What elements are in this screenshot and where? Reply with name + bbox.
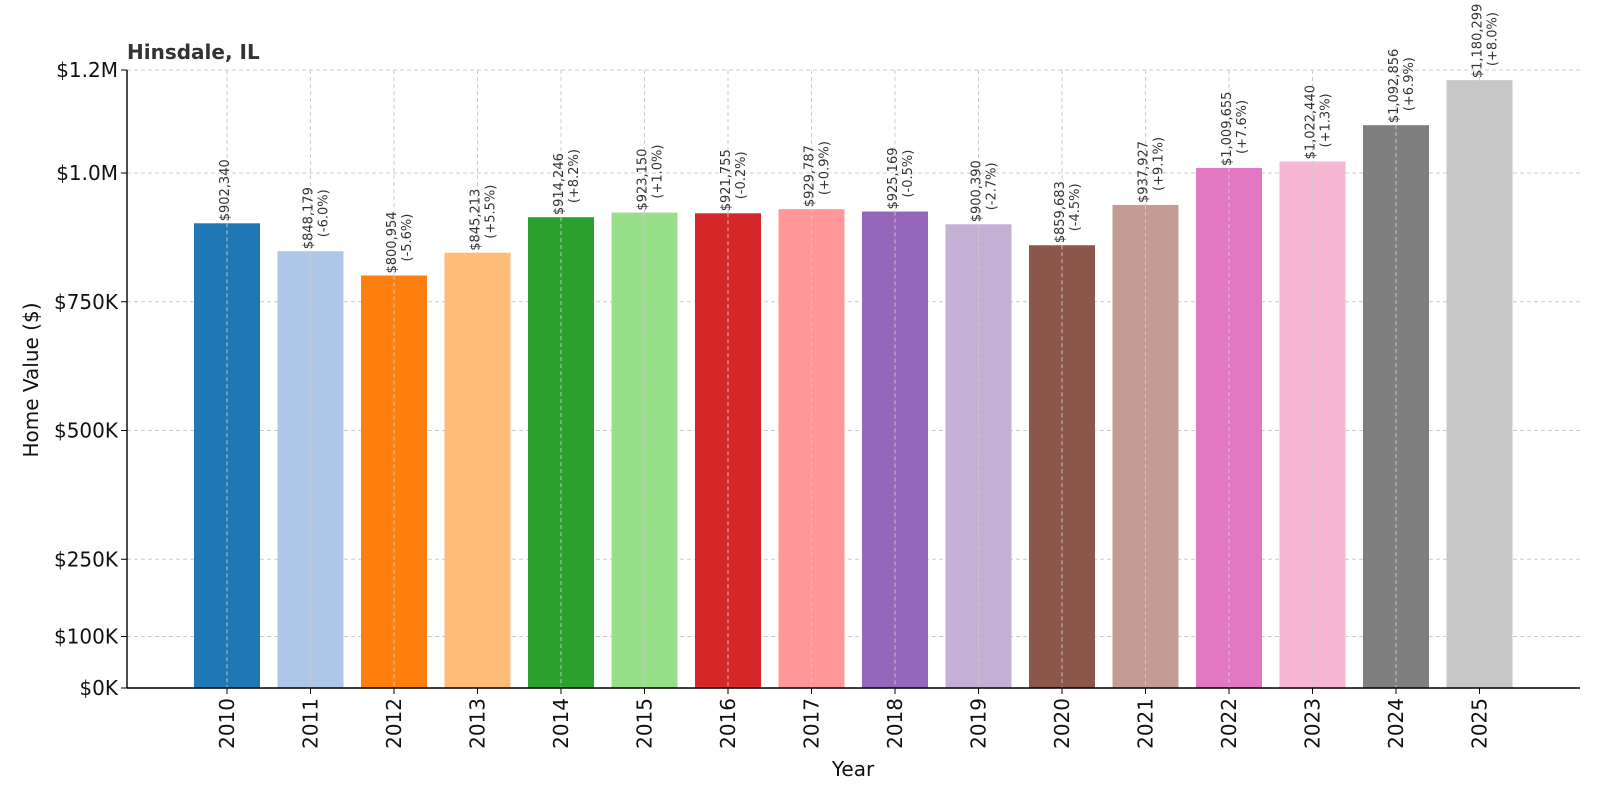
value-label-2022: $1,009,655 [1220,92,1235,166]
x-tick-label-2022: 2022 [1217,698,1241,749]
value-label-2020: $859,683 [1053,181,1068,243]
change-label-2012: (-5.6%) [400,214,415,262]
change-label-2014: (+8.2%) [567,149,582,203]
change-label-2022: (+7.6%) [1235,100,1250,154]
chart-title: Hinsdale, IL [127,40,260,64]
change-label-2018: (-0.5%) [901,150,916,198]
value-label-2019: $900,390 [970,160,985,222]
x-axis-label: Year [831,757,875,781]
change-label-2015: (+1.0%) [651,144,666,198]
y-tick-label: $250K [54,547,119,571]
x-tick-label-2012: 2012 [382,698,406,749]
y-tick-label: $1.2M [56,58,118,82]
change-label-2019: (-2.7%) [985,162,1000,210]
change-label-2021: (+9.1%) [1152,137,1167,191]
x-tick-label-2013: 2013 [466,698,490,749]
y-tick-label: $750K [54,290,119,314]
x-tick-label-2016: 2016 [716,698,740,749]
x-tick-label-2017: 2017 [800,698,824,749]
value-label-2012: $800,954 [385,211,400,273]
change-label-2013: (+5.5%) [484,185,499,239]
x-tick-label-2011: 2011 [299,698,323,749]
value-label-2016: $921,755 [719,149,734,211]
value-label-2017: $929,787 [803,145,818,207]
change-label-2020: (-4.5%) [1068,183,1083,231]
value-label-2015: $923,150 [636,149,651,211]
data-labels: $902,340 $848,179 (-6.0%) $800,954 (-5.6%) $8… [218,4,1501,688]
value-label-2018: $925,169 [886,148,901,210]
y-tick-label: $0K [79,676,118,700]
value-label-2024: $1,092,856 [1387,49,1402,123]
y-tick-label: $1.0M [56,161,118,185]
change-label-2025: (+8.0%) [1486,12,1501,66]
y-axis-label: Home Value ($) [19,302,43,457]
change-label-2011: (-6.0%) [317,189,332,237]
y-tick-label: $500K [54,419,119,443]
change-label-2016: (-0.2%) [734,151,749,199]
x-tick-label-2010: 2010 [215,698,239,749]
value-label-2023: $1,022,440 [1304,85,1319,159]
value-label-2014: $914,246 [552,153,567,215]
value-label-2013: $845,213 [469,189,484,251]
grid [127,69,1580,688]
value-label-2010: $902,340 [218,159,233,221]
change-label-2023: (+1.3%) [1319,93,1334,147]
x-axis-ticks: 2010 2011 2012 2013 2014 2015 2016 2017 2018 2019… [215,688,1492,749]
x-tick-label-2018: 2018 [883,698,907,749]
x-tick-label-2020: 2020 [1050,698,1074,749]
y-axis-ticks: $0K $100K $250K $500K $750K $1.0M $1.2M [54,58,127,700]
x-tick-label-2025: 2025 [1468,698,1492,749]
x-tick-label-2023: 2023 [1301,698,1325,749]
value-label-2021: $937,927 [1137,141,1152,203]
x-tick-label-2015: 2015 [633,698,657,749]
x-tick-label-2021: 2021 [1134,698,1158,749]
value-label-2011: $848,179 [302,187,317,249]
change-label-2024: (+6.9%) [1402,57,1417,111]
x-tick-label-2024: 2024 [1384,698,1408,749]
y-tick-label: $100K [54,625,119,649]
x-tick-label-2014: 2014 [549,698,573,749]
x-tick-label-2019: 2019 [967,698,991,749]
bars [194,80,1513,689]
change-label-2017: (+0.9%) [818,141,833,195]
value-label-2025: $1,180,299 [1471,4,1486,78]
